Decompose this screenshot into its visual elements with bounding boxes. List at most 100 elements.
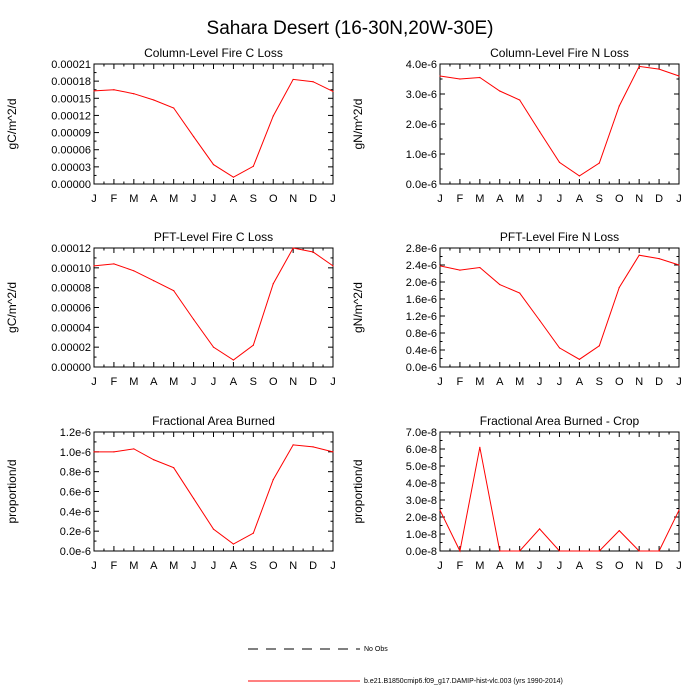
x-tick-label: A: [496, 376, 504, 388]
data-point: [332, 90, 334, 93]
y-tick-label: 4.0e-6: [406, 59, 437, 71]
data-point: [598, 162, 600, 164]
y-tick-label: 0.00012: [51, 110, 91, 122]
data-point: [113, 263, 115, 265]
x-tick-label: J: [557, 193, 563, 205]
y-tick-label: 7.0e-8: [406, 427, 437, 439]
data-point: [519, 550, 521, 552]
y-tick-label: 1.6e-6: [406, 294, 437, 306]
data-point: [252, 532, 254, 534]
data-point: [459, 269, 461, 271]
x-tick-label: J: [191, 560, 197, 572]
x-tick-label: F: [111, 376, 118, 388]
x-tick-label: D: [655, 376, 663, 388]
x-tick-label: A: [576, 376, 584, 388]
x-tick-label: A: [230, 376, 238, 388]
x-tick-label: A: [150, 376, 158, 388]
panel-title: Fractional Area Burned: [152, 414, 275, 428]
y-axis-label: gN/m^2/d: [351, 99, 365, 150]
data-point: [212, 528, 215, 530]
data-point: [598, 345, 600, 347]
data-point: [439, 75, 441, 77]
y-tick-label: 0.00003: [51, 162, 91, 174]
data-point: [558, 347, 561, 349]
data-point: [232, 176, 235, 178]
x-tick-label: S: [250, 376, 257, 388]
main-title: Sahara Desert (16-30N,20W-30E): [207, 18, 494, 39]
panel-title: PFT-Level Fire C Loss: [154, 230, 273, 244]
data-point: [538, 528, 541, 530]
data-point: [459, 550, 461, 552]
series-line: [439, 65, 680, 177]
x-tick-label: J: [557, 376, 563, 388]
y-tick-label: 3.0e-8: [406, 495, 437, 507]
y-axis-label: gC/m^2/d: [5, 282, 19, 333]
x-tick-label: J: [211, 193, 217, 205]
x-tick-label: J: [437, 376, 443, 388]
data-point: [332, 451, 334, 453]
x-tick-label: D: [309, 376, 317, 388]
data-point: [638, 550, 640, 552]
x-tick-label: A: [230, 560, 238, 572]
x-tick-label: J: [91, 560, 97, 572]
data-point: [658, 68, 660, 70]
x-tick-label: F: [457, 560, 464, 572]
plot-frame: [439, 431, 680, 552]
data-point: [212, 346, 215, 348]
y-tick-label: 0.00002: [51, 342, 91, 354]
y-tick-label: 1.0e-8: [406, 529, 437, 541]
y-tick-label: 0.4e-6: [406, 345, 437, 357]
panel-title: PFT-Level Fire N Loss: [500, 230, 619, 244]
x-tick-label: S: [596, 560, 603, 572]
y-axis-label: gC/m^2/d: [5, 99, 19, 150]
x-tick-label: O: [269, 560, 278, 572]
x-tick-label: A: [496, 193, 504, 205]
data-point: [272, 115, 274, 117]
y-tick-label: 6.0e-8: [406, 444, 437, 456]
data-point: [192, 135, 195, 138]
x-tick-label: A: [576, 193, 584, 205]
data-point: [538, 130, 541, 133]
x-tick-label: A: [150, 560, 158, 572]
panel-title: Column-Level Fire N Loss: [490, 46, 629, 60]
y-tick-label: 0.00018: [51, 76, 91, 88]
data-point: [558, 550, 561, 552]
series-line: [439, 447, 680, 553]
legend: No Obs b.e21.B1850cmip6.f09_g17.DAMIP-hi…: [248, 646, 563, 685]
x-tick-label: M: [169, 376, 178, 388]
x-tick-label: N: [635, 560, 643, 572]
y-tick-label: 2.4e-6: [406, 260, 437, 272]
data-point: [113, 451, 115, 453]
data-point: [292, 78, 294, 81]
panel-title: Column-Level Fire C Loss: [144, 46, 283, 60]
x-tick-label: S: [250, 560, 257, 572]
data-point: [192, 497, 195, 500]
data-point: [133, 93, 135, 95]
data-point: [519, 292, 521, 294]
x-tick-label: F: [457, 193, 464, 205]
y-tick-label: 0.00021: [51, 59, 91, 71]
data-point: [538, 319, 541, 321]
data-point: [658, 550, 660, 552]
y-axis-label: proportion/d: [5, 459, 19, 523]
x-tick-label: J: [91, 376, 97, 388]
x-tick-label: O: [269, 376, 278, 388]
x-tick-label: A: [150, 193, 158, 205]
x-tick-label: M: [475, 560, 484, 572]
data-point: [272, 479, 274, 481]
x-tick-label: S: [596, 376, 603, 388]
x-tick-label: J: [191, 376, 197, 388]
y-tick-label: 0.00008: [51, 283, 91, 295]
data-point: [153, 99, 155, 101]
data-point: [678, 75, 680, 77]
plot-frame: [93, 63, 334, 185]
x-tick-label: M: [475, 376, 484, 388]
x-tick-label: M: [169, 193, 178, 205]
y-tick-label: 1.2e-6: [406, 311, 437, 323]
data-point: [499, 550, 501, 552]
y-axis-label: gN/m^2/d: [351, 282, 365, 333]
